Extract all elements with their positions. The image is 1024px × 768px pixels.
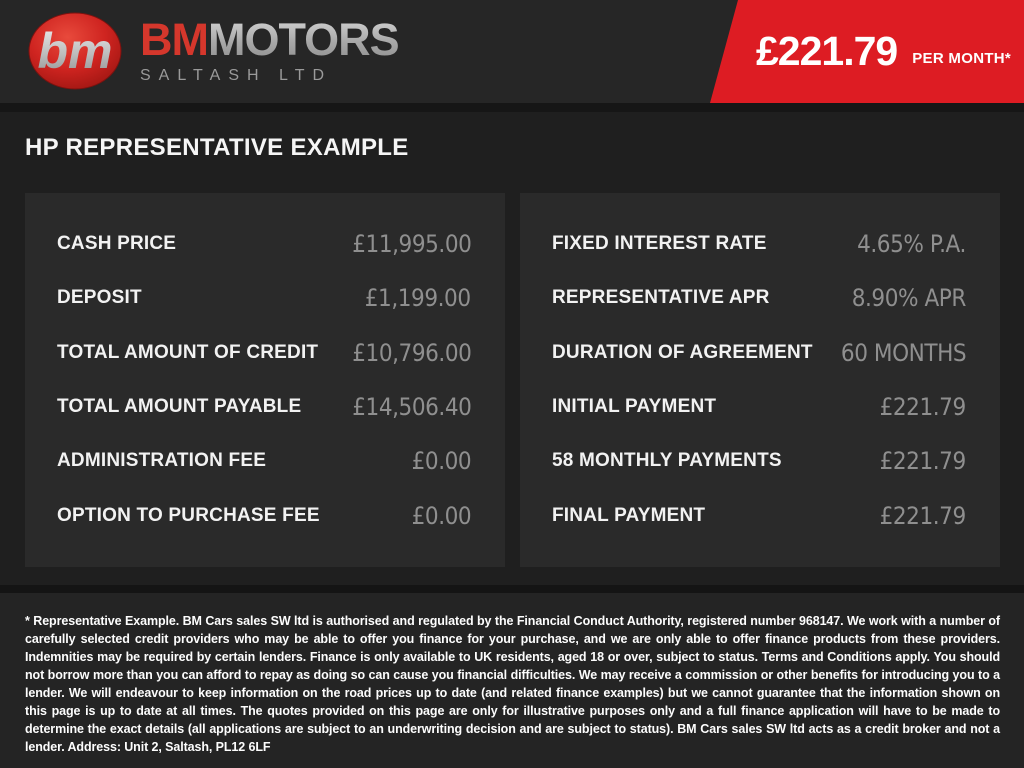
brand-name: BMMOTORS [140, 14, 400, 65]
row-label: ADMINISTRATION FEE [57, 450, 267, 472]
row-label: CASH PRICE [57, 233, 177, 255]
row-label: INITIAL PAYMENT [552, 396, 717, 418]
row-value: £10,796.00 [351, 338, 472, 367]
row-label: TOTAL AMOUNT PAYABLE [57, 396, 302, 418]
table-row: CASH PRICE £11,995.00 [57, 217, 471, 271]
header: bm BMMOTORS SALTASH LTD £221.79 PER MONT… [0, 0, 1024, 103]
price-amount: £221.79 [756, 28, 898, 74]
table-row: TOTAL AMOUNT PAYABLE £14,506.40 [57, 380, 471, 434]
row-label: REPRESENTATIVE APR [552, 287, 770, 309]
row-value: £221.79 [879, 501, 967, 530]
row-label: DURATION OF AGREEMENT [552, 341, 813, 363]
row-value: £0.00 [411, 447, 471, 476]
row-label: TOTAL AMOUNT OF CREDIT [57, 341, 319, 363]
row-label: DEPOSIT [57, 287, 142, 309]
table-row: OPTION TO PURCHASE FEE £0.00 [57, 489, 471, 543]
row-value: £221.79 [879, 393, 967, 422]
row-value: £11,995.00 [351, 230, 472, 259]
table-row: REPRESENTATIVE APR 8.90% APR [552, 271, 966, 325]
table-row: FIXED INTEREST RATE 4.65% P.A. [552, 217, 966, 271]
brand-text: BMMOTORS SALTASH LTD [140, 14, 400, 84]
row-label: FIXED INTEREST RATE [552, 233, 767, 255]
bm-logo: bm [28, 10, 122, 92]
row-label: OPTION TO PURCHASE FEE [57, 504, 320, 526]
price-banner: £221.79 PER MONTH* [710, 0, 1024, 103]
brand-subtitle: SALTASH LTD [140, 67, 333, 84]
footer: * Representative Example. BM Cars sales … [0, 593, 1024, 768]
disclaimer-text: * Representative Example. BM Cars sales … [25, 614, 1000, 754]
header-divider [0, 103, 1024, 112]
table-row: DURATION OF AGREEMENT 60 MONTHS [552, 326, 966, 380]
row-label: 58 MONTHLY PAYMENTS [552, 450, 782, 472]
page-title: HP REPRESENTATIVE EXAMPLE [25, 134, 409, 161]
row-value: £221.79 [879, 447, 967, 476]
bm-logo-icon: bm [28, 12, 122, 90]
brand-bm: BM [140, 14, 209, 65]
row-value: 60 MONTHS [840, 338, 967, 367]
row-value: £14,506.40 [351, 393, 472, 422]
row-value: £1,199.00 [365, 284, 471, 313]
brand-motors: MOTORS [207, 14, 400, 65]
row-label: FINAL PAYMENT [552, 504, 706, 526]
finance-panels: CASH PRICE £11,995.00 DEPOSIT £1,199.00 … [25, 193, 1000, 567]
left-finance-panel: CASH PRICE £11,995.00 DEPOSIT £1,199.00 … [25, 193, 505, 567]
main-content: HP REPRESENTATIVE EXAMPLE CASH PRICE £11… [0, 112, 1024, 585]
table-row: 58 MONTHLY PAYMENTS £221.79 [552, 434, 966, 488]
row-value: 8.90% APR [851, 284, 967, 313]
row-value: 4.65% P.A. [857, 230, 966, 259]
table-row: INITIAL PAYMENT £221.79 [552, 380, 966, 434]
table-row: FINAL PAYMENT £221.79 [552, 489, 966, 543]
footer-divider [0, 585, 1024, 593]
right-finance-panel: FIXED INTEREST RATE 4.65% P.A. REPRESENT… [520, 193, 1000, 567]
row-value: £0.00 [411, 501, 471, 530]
table-row: DEPOSIT £1,199.00 [57, 271, 471, 325]
price-period: PER MONTH* [912, 50, 1012, 67]
table-row: TOTAL AMOUNT OF CREDIT £10,796.00 [57, 326, 471, 380]
svg-text:bm: bm [38, 23, 113, 79]
table-row: ADMINISTRATION FEE £0.00 [57, 434, 471, 488]
